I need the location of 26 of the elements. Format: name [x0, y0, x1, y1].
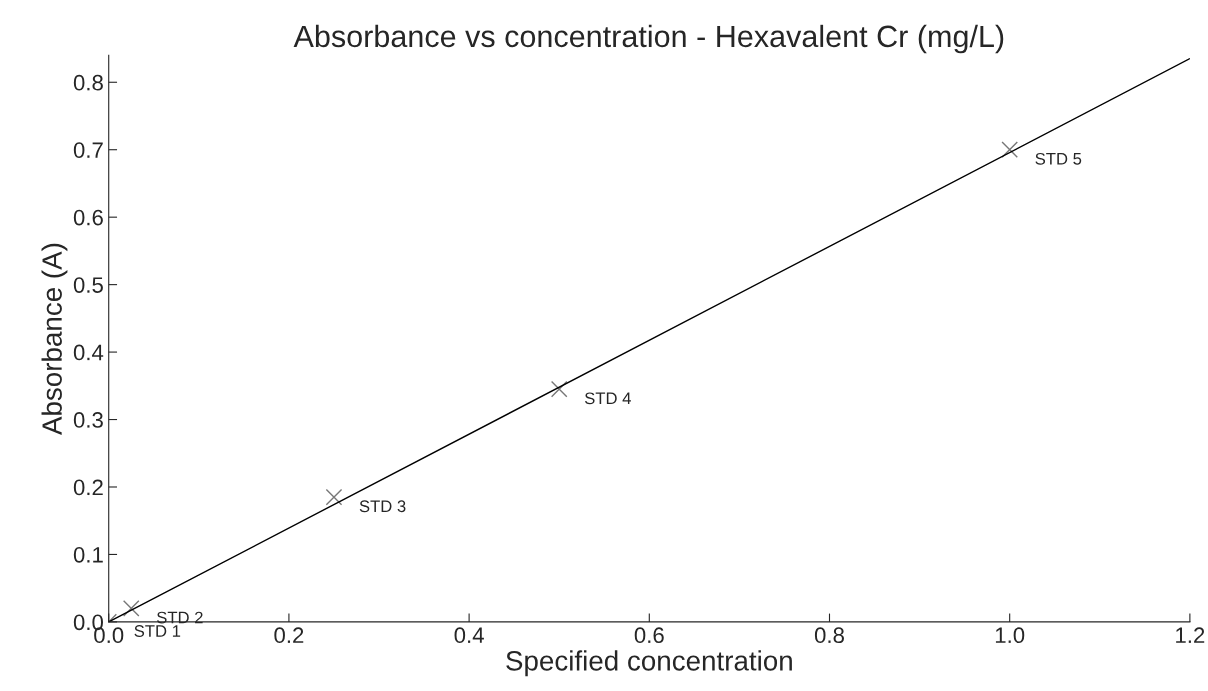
- y-tick-label: 0.7: [73, 142, 103, 158]
- x-axis-title: Specified concentration: [506, 650, 792, 677]
- annotation: STD 4: [584, 392, 631, 405]
- y-tick-label: 0.1: [73, 546, 103, 563]
- y-tick-label: 0.4: [73, 344, 104, 361]
- chart-title: Absorbance vs concentration - Hexavalent Cr (mg/L): [293, 24, 1004, 54]
- x-tick-label: 0.2: [274, 627, 304, 644]
- annotation: STD 2: [157, 611, 203, 624]
- y-tick-label: 0.3: [73, 412, 103, 428]
- y-tick-label: 0.6: [73, 209, 103, 226]
- x-tick-label: 0.6: [634, 627, 664, 644]
- annotation: STD 1: [134, 625, 181, 637]
- x-tick-label: 1.0: [995, 627, 1025, 644]
- y-tick-label: 0.2: [73, 479, 103, 496]
- y-tick-label: 0.5: [73, 277, 103, 293]
- x-tick-label: 1.2: [1176, 627, 1205, 643]
- point: [550, 380, 568, 398]
- y-axis-title: Absorbance (A): [41, 243, 68, 436]
- annotation: STD 5: [1035, 152, 1082, 165]
- annotation: STD 3: [359, 500, 406, 513]
- point: [325, 488, 343, 506]
- point: [1001, 141, 1018, 159]
- point: [122, 600, 140, 617]
- y-tick-label: 0.8: [73, 74, 103, 91]
- x-tick-label: 0.4: [454, 627, 484, 644]
- x-tick-label: 0.8: [814, 627, 844, 644]
